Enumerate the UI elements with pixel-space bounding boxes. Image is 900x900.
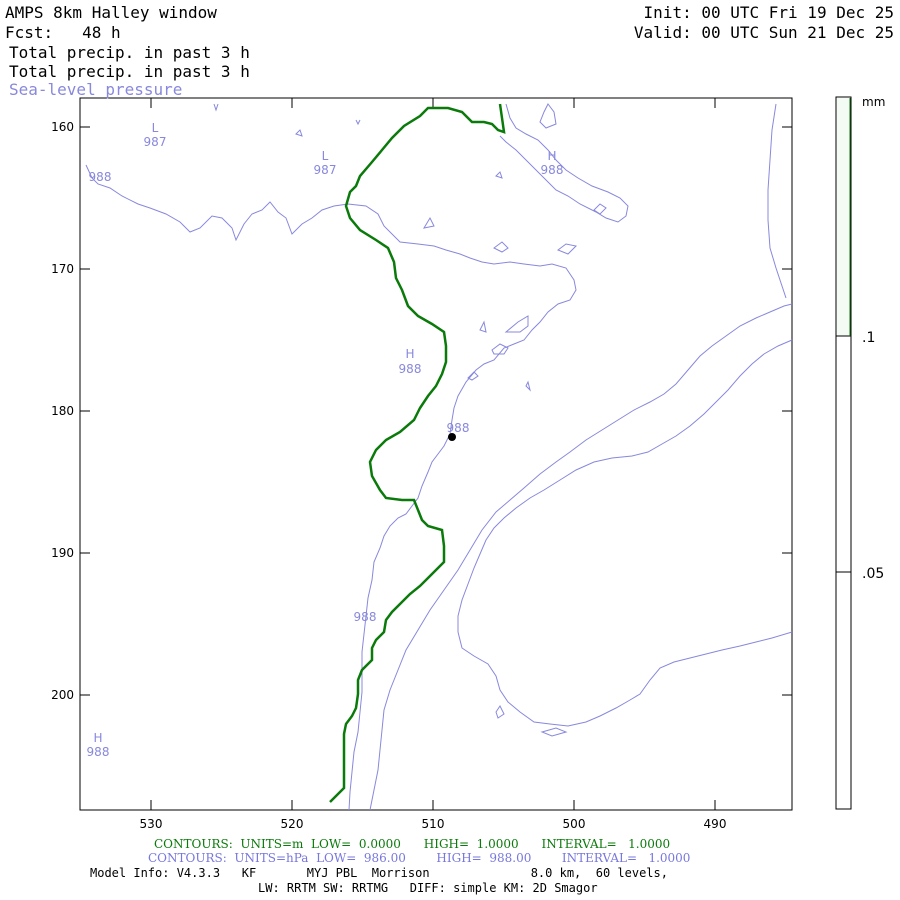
y-tick-label: 200 bbox=[51, 688, 74, 702]
model-info: Model Info: V4.3.3 KF MYJ PBL Morrison 8… bbox=[90, 866, 668, 880]
valid-time: Valid: 00 UTC Sun 21 Dec 25 bbox=[633, 23, 894, 42]
x-tick-label: 530 bbox=[140, 817, 163, 831]
x-tick-label: 520 bbox=[281, 817, 304, 831]
y-axis-ticks bbox=[80, 126, 792, 696]
y-tick-label: 190 bbox=[51, 546, 74, 560]
pressure-center-letter: H bbox=[93, 731, 102, 745]
colorbar-label: .05 bbox=[862, 566, 884, 582]
pressure-center-letter: L bbox=[152, 121, 159, 135]
pressure-center-value: 988 bbox=[399, 362, 422, 376]
precip-contour bbox=[329, 103, 506, 803]
pressure-center-value: 987 bbox=[144, 135, 167, 149]
x-tick-label: 490 bbox=[704, 817, 727, 831]
forecast-hour: Fcst: 48 h bbox=[5, 23, 121, 42]
field-label-pressure: Sea-level pressure bbox=[9, 80, 183, 99]
x-tick-label: 500 bbox=[563, 817, 586, 831]
pressure-center-value: 988 bbox=[87, 745, 110, 759]
pressure-center-letter: H bbox=[405, 347, 414, 361]
pressure-center-value: 988 bbox=[541, 163, 564, 177]
pressure-contour bbox=[495, 705, 505, 719]
pressure-contour bbox=[457, 339, 793, 727]
y-tick-label: 170 bbox=[51, 262, 74, 276]
pressure-contour bbox=[504, 315, 529, 333]
map-frame bbox=[79, 97, 793, 811]
x-axis-ticks bbox=[150, 98, 716, 810]
y-tick-label: 180 bbox=[51, 404, 74, 418]
pressure-contour bbox=[525, 380, 531, 392]
pressure-contour bbox=[467, 371, 479, 381]
colorbar-top-fill bbox=[837, 98, 850, 336]
pressure-contour bbox=[491, 343, 509, 355]
pressure-contour bbox=[539, 103, 557, 129]
pressure-contour bbox=[479, 320, 487, 333]
field-label-precip: Total precip. in past 3 h bbox=[9, 43, 250, 62]
contour-value-label: 988 bbox=[89, 170, 112, 184]
pressure-contour bbox=[767, 103, 787, 299]
contour-info-pressure: CONTOURS: UNITS=hPa LOW= 986.00 HIGH= 98… bbox=[148, 851, 691, 865]
y-tick-label: 160 bbox=[51, 120, 74, 134]
contour-value-label: 988 bbox=[354, 610, 377, 624]
field-label-precip: Total precip. in past 3 h bbox=[9, 62, 250, 81]
pressure-contour bbox=[369, 303, 793, 811]
pressure-contour bbox=[213, 103, 219, 112]
pressure-contour bbox=[422, 216, 435, 229]
colorbar-unit: mm bbox=[862, 95, 885, 109]
colorbar-label: .1 bbox=[862, 330, 875, 346]
pressure-contour bbox=[540, 727, 568, 737]
x-tick-label: 510 bbox=[422, 817, 445, 831]
pressure-contour bbox=[493, 241, 509, 253]
contour-value-label: 988 bbox=[447, 421, 470, 435]
halley-station-marker bbox=[448, 433, 456, 441]
pressure-contour bbox=[556, 243, 578, 255]
pressure-contour bbox=[295, 129, 303, 137]
physics-info: LW: RRTM SW: RRTMG DIFF: simple KM: 2D S… bbox=[258, 881, 598, 895]
pressure-contour bbox=[499, 103, 629, 223]
map-title: AMPS 8km Halley window bbox=[5, 3, 217, 22]
pressure-contour bbox=[495, 171, 503, 179]
init-time: Init: 00 UTC Fri 19 Dec 25 bbox=[643, 3, 894, 22]
pressure-center-letter: L bbox=[322, 149, 329, 163]
pressure-center-value: 987 bbox=[314, 163, 337, 177]
contour-info-precip: CONTOURS: UNITS=m LOW= 0.0000 HIGH= 1.00… bbox=[154, 837, 671, 851]
pressure-contour bbox=[593, 203, 607, 215]
pressure-center-letter: H bbox=[547, 149, 556, 163]
pressure-contour bbox=[355, 119, 361, 126]
pressure-contour bbox=[85, 164, 577, 811]
